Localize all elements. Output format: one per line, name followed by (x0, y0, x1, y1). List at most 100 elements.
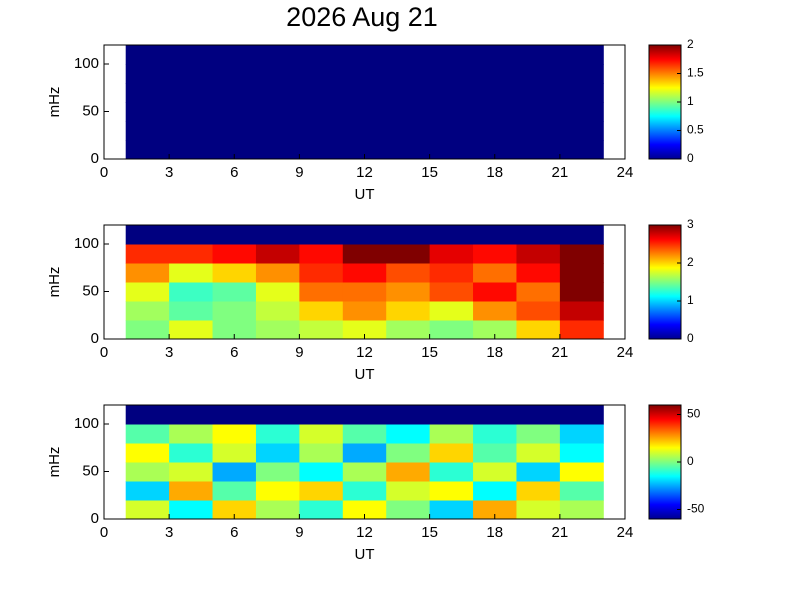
heatmap-cell (429, 263, 474, 283)
heatmap-cell (429, 405, 474, 425)
heatmap-cell (255, 443, 300, 463)
heatmap-cell (516, 301, 561, 321)
heatmap-cell (516, 102, 561, 122)
heatmap-cell (212, 45, 257, 65)
heatmap-cell (299, 140, 344, 160)
heatmap-cell (473, 45, 517, 65)
heatmap-cell (516, 45, 561, 65)
heatmap-cell (516, 140, 561, 160)
heatmap-cell (386, 45, 431, 65)
x-tick-label: 6 (230, 344, 238, 361)
x-tick-label: 9 (295, 164, 303, 181)
heatmap-cell (516, 64, 561, 84)
heatmap-cell (386, 320, 431, 340)
heatmap-cell (255, 500, 300, 520)
heatmap-cell (473, 424, 517, 444)
heatmap-cell (516, 83, 561, 103)
colorbar (648, 404, 682, 520)
heatmap-cell (473, 102, 517, 122)
heatmap-cell (212, 443, 257, 463)
heatmap-cell (429, 320, 474, 340)
heatmap-cell (342, 443, 387, 463)
heatmap-cell (386, 263, 431, 283)
y-tick-label: 100 (74, 235, 99, 252)
colorbar-tick-label: -50 (687, 502, 705, 516)
x-tick-label: 3 (165, 164, 173, 181)
heatmap-cell (559, 320, 604, 340)
heatmap-cell (125, 424, 170, 444)
heatmap-cell (342, 140, 387, 160)
y-tick-label: 0 (91, 150, 99, 167)
heatmap-cell (473, 121, 517, 141)
heatmap-cell (386, 462, 431, 482)
heatmap-cell (342, 405, 387, 425)
heatmap-cell (559, 121, 604, 141)
heatmap-cell (125, 320, 170, 340)
heatmap-cell (255, 405, 300, 425)
x-tick-label: 12 (356, 344, 373, 361)
heatmap-cell (342, 225, 387, 245)
heatmap-cell (169, 500, 214, 520)
heatmap-cell (473, 405, 517, 425)
heatmap-cell (169, 121, 214, 141)
x-axis-label: UT (355, 186, 375, 203)
heatmap-cell (125, 244, 170, 264)
heatmap-cell (559, 225, 604, 245)
heatmap-cell (342, 64, 387, 84)
heatmap-cell (342, 121, 387, 141)
heatmap-cell (212, 83, 257, 103)
y-tick-label: 50 (82, 282, 99, 299)
heatmap-cell (386, 140, 431, 160)
heatmap-cell (125, 405, 170, 425)
heatmap-cell (342, 424, 387, 444)
heatmap-cell (125, 500, 170, 520)
heatmap-cell (125, 121, 170, 141)
heatmap-cell (473, 263, 517, 283)
colorbar-tick-label: 0 (687, 454, 694, 468)
colorbar-tick-label: 1 (687, 94, 694, 108)
heatmap-cell (516, 443, 561, 463)
heatmap-cell (473, 320, 517, 340)
heatmap-cell (386, 500, 431, 520)
x-tick-label: 12 (356, 164, 373, 181)
heatmap-cell (429, 140, 474, 160)
x-tick-label: 18 (486, 524, 503, 541)
colorbar-tick-label: 0 (687, 331, 694, 345)
heatmap-cell (169, 64, 214, 84)
heatmap-cell (342, 320, 387, 340)
heatmap-cell (516, 282, 561, 302)
x-tick-label: 24 (617, 344, 634, 361)
heatmap-cell (169, 83, 214, 103)
heatmap-cell (169, 405, 214, 425)
heatmap-cell (516, 424, 561, 444)
heatmap-cell (299, 500, 344, 520)
heatmap-cell (169, 263, 214, 283)
heatmap-cell (386, 102, 431, 122)
heatmap-cell (125, 443, 170, 463)
y-axis-label: mHz (46, 87, 63, 118)
heatmap-cell (386, 121, 431, 141)
heatmap-cell (473, 225, 517, 245)
x-tick-label: 15 (421, 524, 438, 541)
heatmap-cell (212, 263, 257, 283)
heatmap-cell (342, 263, 387, 283)
x-tick-label: 21 (552, 344, 569, 361)
heatmap-cell (299, 462, 344, 482)
heatmap-cell (473, 462, 517, 482)
heatmap-cell (299, 102, 344, 122)
heatmap-cell (559, 263, 604, 283)
x-tick-label: 18 (486, 344, 503, 361)
heatmap-cell (255, 282, 300, 302)
heatmap-cell (169, 424, 214, 444)
colorbar (648, 44, 682, 160)
heatmap-cell (212, 320, 257, 340)
heatmap-cell (342, 102, 387, 122)
heatmap-cell (212, 102, 257, 122)
x-tick-label: 12 (356, 524, 373, 541)
heatmap-cell (299, 424, 344, 444)
x-tick-label: 6 (230, 524, 238, 541)
heatmap-cell (429, 121, 474, 141)
heatmap-cell (125, 481, 170, 501)
